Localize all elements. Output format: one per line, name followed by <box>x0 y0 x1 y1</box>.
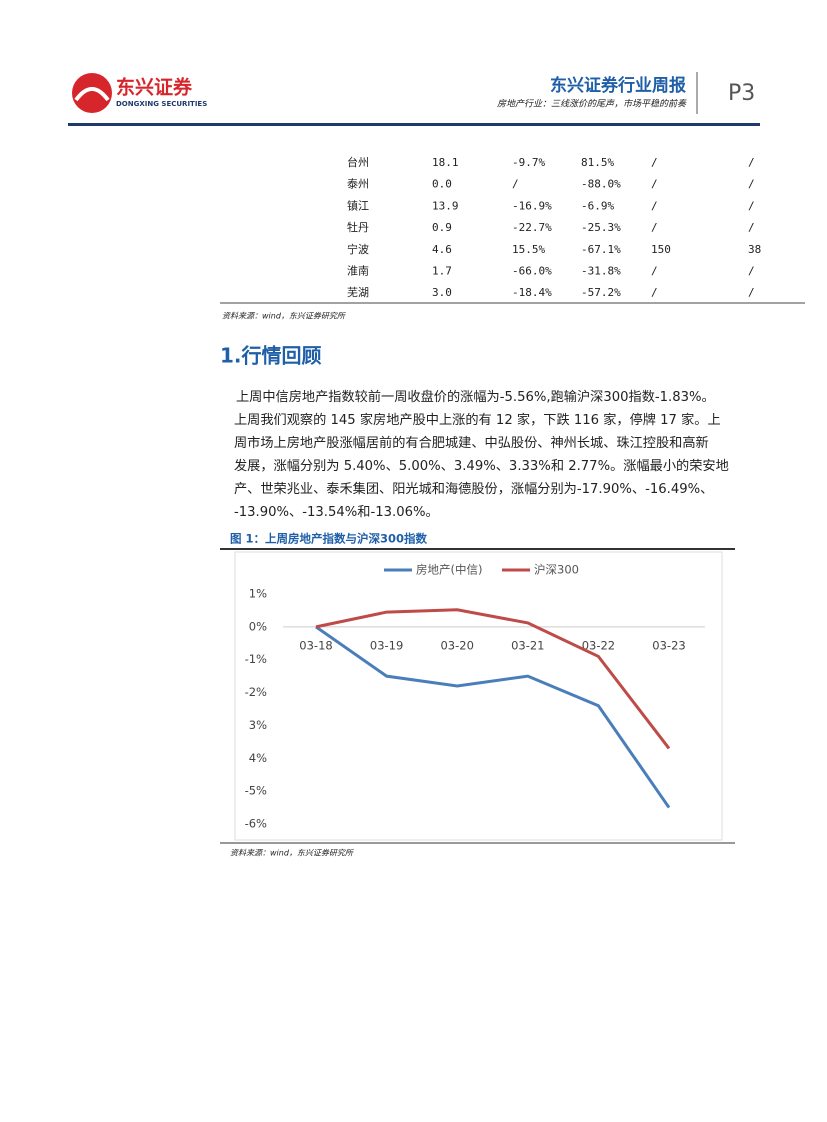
table-cell: 38 <box>748 243 761 256</box>
table-cell: 镇江 <box>347 198 369 212</box>
table-cell: / <box>512 178 519 191</box>
table-cell: / <box>651 221 658 234</box>
table-cell: / <box>651 178 658 191</box>
table-cell: / <box>651 156 658 169</box>
header-rule <box>68 123 760 126</box>
chart: 1% 0% -1% -2% 3% 4% -5% -6% 03-18 03-19 03-20 03-21… <box>245 563 705 831</box>
table: 台州 18.1 -9.7% 81.5% / / 泰州 0.0 / -88.0% / / 镇江 13.9 -1… <box>347 155 761 299</box>
table-cell: -57.2% <box>581 286 621 299</box>
y-tick-label: -1% <box>245 652 267 666</box>
table-cell: / <box>748 265 755 278</box>
figure-rule <box>220 548 735 550</box>
logo-mark <box>74 87 110 102</box>
source: 资料来源：wind，东兴证券研究所 <box>230 849 355 858</box>
y-tick-label: 3% <box>249 718 267 732</box>
y-tick-label: -5% <box>245 784 267 798</box>
table-cell: 150 <box>651 243 671 256</box>
table-cell: / <box>651 265 658 278</box>
series-line <box>315 625 671 809</box>
table-cell: 0.0 <box>432 178 452 191</box>
report-title: 东兴证券行业周报 <box>550 75 686 96</box>
table-cell: 台州 <box>347 155 369 169</box>
table-cell: / <box>651 199 658 212</box>
x-tick-label: 03-19 <box>370 638 403 652</box>
x-tick-label: 03-18 <box>299 638 332 652</box>
section-heading: 1.行情回顾 <box>220 344 322 368</box>
paragraph-line: 周市场上房地产股涨幅居前的有合肥城建、中弘股份、神州长城、珠江控股和高新 <box>234 434 709 451</box>
table-cell: 3.0 <box>432 286 452 299</box>
paragraph-line: -13.90%、-13.54%和-13.06%。 <box>234 504 439 520</box>
page-number: P3 <box>728 81 755 106</box>
table-cell: 13.9 <box>432 199 459 212</box>
y-tick-label: -6% <box>245 817 267 831</box>
table-cell: -18.4% <box>512 286 552 299</box>
table-cell: 15.5% <box>512 243 545 256</box>
table-cell: -6.9% <box>581 199 614 212</box>
y-tick-label: 4% <box>249 751 267 765</box>
paragraph-line: 上周中信房地产指数较前一周收盘价的涨幅为-5.56%,跑输沪深300指数-1.8… <box>236 388 715 405</box>
table-cell: -9.7% <box>512 156 545 169</box>
paragraph-line: 发展，涨幅分别为 5.40%、5.00%、3.49%、3.33%和 2.77%。… <box>234 458 729 474</box>
table-cell: -66.0% <box>512 265 552 278</box>
table-cell: -22.7% <box>512 221 552 234</box>
table-cell: -88.0% <box>581 178 621 191</box>
table-cell: / <box>748 156 755 169</box>
x-tick-label: 03-21 <box>511 638 544 652</box>
table-cell: / <box>748 178 755 191</box>
y-tick-label: 1% <box>249 587 267 601</box>
table-cell: -25.3% <box>581 221 621 234</box>
report-subtitle: 房地产行业：三线涨价的尾声，市场平稳的前奏 <box>497 99 687 110</box>
y-tick-label: -2% <box>245 685 267 699</box>
legend-label: 沪深300 <box>534 563 579 577</box>
table-cell: 淮南 <box>347 265 369 278</box>
logo-icon <box>72 73 112 113</box>
table-cell: -67.1% <box>581 243 621 256</box>
table-cell: / <box>651 286 658 299</box>
table-cell: / <box>748 286 755 299</box>
x-tick-label: 03-23 <box>652 638 685 652</box>
table-cell: 18.1 <box>432 156 459 169</box>
table-cell: 芜湖 <box>347 285 369 299</box>
table-cell: 泰州 <box>347 177 369 191</box>
y-tick-label: 0% <box>249 619 267 633</box>
figure-caption: 图 1：上周房地产指数与沪深300指数 <box>230 532 428 546</box>
table-cell: 宁波 <box>347 242 369 256</box>
chart-frame <box>234 551 723 841</box>
logo-cn: 东兴证券 <box>116 76 193 99</box>
paragraph: 上周中信房地产指数较前一周收盘价的涨幅为-5.56%,跑输沪深300指数-1.8… <box>234 388 729 520</box>
table-cell: / <box>748 221 755 234</box>
table-cell: 1.7 <box>432 265 452 278</box>
table-cell: -31.8% <box>581 265 621 278</box>
source: 资料来源：wind，东兴证券研究所 <box>222 312 347 321</box>
table-cell: 81.5% <box>581 156 614 169</box>
table-cell: 0.9 <box>432 221 452 234</box>
table-cell: 牡丹 <box>347 220 369 234</box>
x-tick-label: 03-22 <box>582 638 615 652</box>
logo-en: DONGXING SECURITIES <box>116 100 207 108</box>
x-tick-label: 03-20 <box>440 638 473 652</box>
paragraph-line: 上周我们观察的 145 家房地产股中上涨的有 12 家，下跌 116 家，停牌 … <box>234 411 721 428</box>
table-cell: / <box>748 199 755 212</box>
table-cell: 4.6 <box>432 243 452 256</box>
paragraph-line: 产、世荣兆业、泰禾集团、阳光城和海德股份，涨幅分别为-17.90%、-16.49… <box>234 481 713 497</box>
table-cell: -16.9% <box>512 199 552 212</box>
legend-label: 房地产(中信) <box>416 563 482 577</box>
series-line <box>315 608 671 750</box>
